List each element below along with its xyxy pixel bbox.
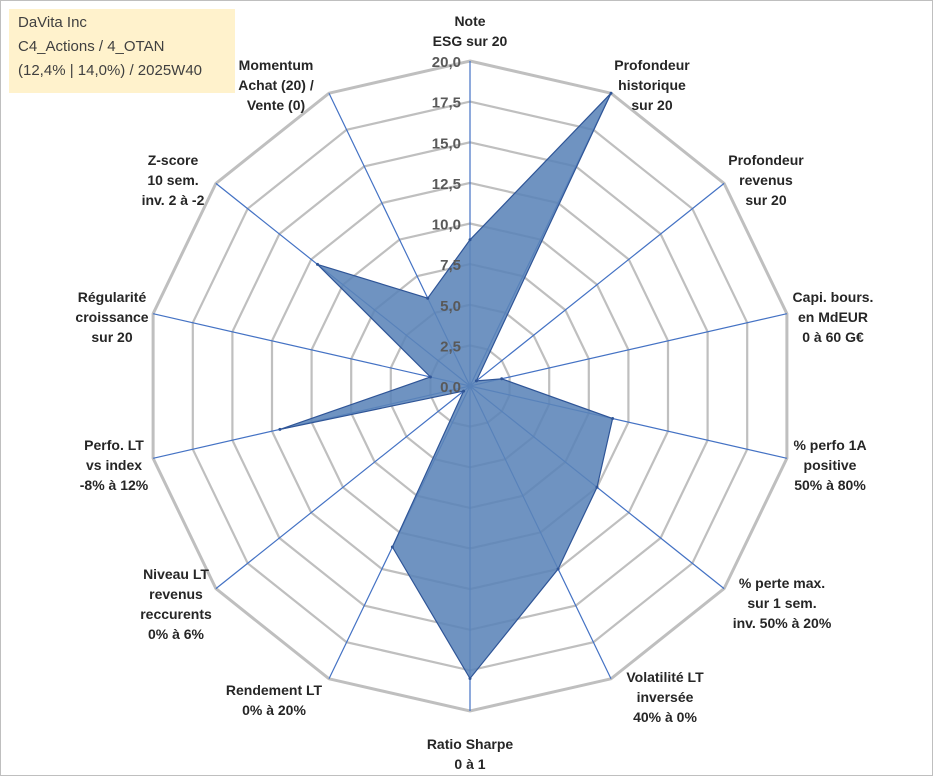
axis-label: Perfo. LT — [84, 437, 144, 453]
data-point — [474, 379, 478, 383]
data-point — [609, 91, 613, 95]
axis-label: reccurents — [140, 606, 212, 622]
portfolio-path: C4_Actions / 4_OTAN — [18, 38, 165, 55]
r-tick-label: 20,0 — [432, 54, 461, 71]
r-tick-label: 5,0 — [440, 298, 461, 315]
axis-label: vs index — [86, 457, 142, 473]
data-point — [556, 567, 560, 571]
axis-spoke — [152, 313, 471, 387]
axis-label: 50% à 80% — [794, 477, 866, 493]
axis-label: Rendement LT — [226, 682, 323, 698]
data-point — [426, 296, 430, 300]
axis-label: Vente (0) — [247, 97, 305, 113]
axis-label: % perfo 1A — [793, 437, 866, 453]
data-point — [428, 375, 432, 379]
axis-label: sur 1 sem. — [747, 595, 816, 611]
axis-label: 0% à 20% — [242, 702, 306, 718]
axis-label: 0 à 60 G€ — [802, 329, 864, 345]
performance-week: (12,4% | 14,0%) / 2025W40 — [18, 62, 202, 79]
axis-label: positive — [804, 457, 857, 473]
r-tick-label: 7,5 — [440, 257, 461, 274]
tick-label-layer: 0,0 2,5 5,0 7,5 10,0 12,5 15,0 17,5 20,0 — [432, 54, 461, 396]
axis-spoke — [469, 182, 725, 387]
axis-label: Régularité — [78, 289, 147, 305]
data-point — [611, 417, 615, 420]
axis-spoke — [469, 313, 788, 387]
data-point — [278, 427, 282, 431]
axis-label: sur 20 — [745, 192, 786, 208]
axis-label: ESG sur 20 — [433, 33, 508, 49]
axis-label: inversée — [637, 689, 694, 705]
axis-label: Achat (20) / — [238, 77, 314, 93]
axis-label: 10 sem. — [147, 172, 198, 188]
axis-label: croissance — [75, 309, 148, 325]
company-name: DaVita Inc — [18, 14, 87, 31]
axis-label: Profondeur — [728, 152, 804, 168]
data-point — [595, 485, 599, 489]
axis-label: % perte max. — [739, 575, 825, 591]
axis-label: en MdEUR — [798, 309, 868, 325]
series-layer — [278, 91, 615, 680]
data-point — [316, 262, 319, 266]
axis-label: Note — [454, 13, 485, 29]
axis-label: revenus — [149, 586, 203, 602]
r-tick-label: 2,5 — [440, 338, 461, 355]
r-tick-label: 12,5 — [432, 176, 461, 193]
r-tick-label: 17,5 — [432, 95, 461, 112]
axis-spoke — [215, 385, 471, 590]
data-point — [462, 389, 466, 393]
chart-title-box: DaVita Inc C4_Actions / 4_OTAN (12,4% | … — [9, 9, 235, 93]
axis-label: Profondeur — [614, 57, 690, 73]
axis-label: inv. 50% à 20% — [733, 615, 832, 631]
axis-label: sur 20 — [91, 329, 132, 345]
data-point — [500, 377, 504, 381]
axis-label: Volatilité LT — [626, 669, 704, 685]
axis-label: Ratio Sharpe — [427, 736, 514, 752]
axis-label-layer: Note ESG sur 20 Profondeur historique sur 20… — [75, 13, 873, 772]
axis-label: revenus — [739, 172, 793, 188]
axis-label: Z-score — [148, 152, 199, 168]
r-tick-label: 0,0 — [440, 379, 461, 396]
axis-label: -8% à 12% — [80, 477, 149, 493]
data-point — [390, 545, 394, 549]
axis-label: inv. 2 à -2 — [142, 192, 205, 208]
axis-label: Niveau LT — [143, 566, 209, 582]
r-tick-label: 10,0 — [432, 217, 461, 234]
r-tick-label: 15,0 — [432, 135, 461, 152]
axis-label: 0% à 6% — [148, 626, 205, 642]
axis-label: Capi. bours. — [793, 289, 874, 305]
data-point — [468, 238, 472, 242]
axis-label: 40% à 0% — [633, 709, 697, 725]
axis-label: 0 à 1 — [454, 756, 485, 772]
axis-label: historique — [618, 77, 686, 93]
axis-label: sur 20 — [631, 97, 672, 113]
data-point — [468, 677, 472, 680]
axis-label: Momentum — [239, 57, 314, 73]
